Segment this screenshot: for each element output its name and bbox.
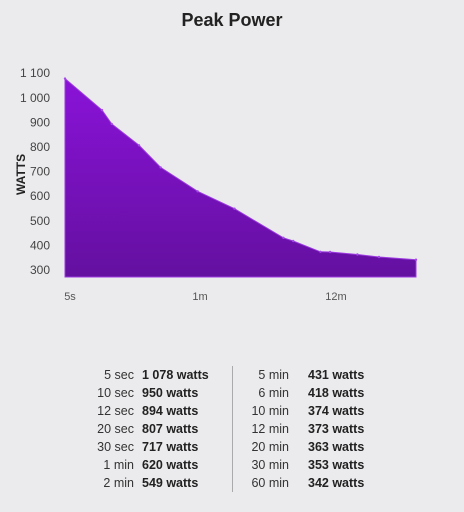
table-row: 20 min 363 watts: [245, 438, 405, 456]
power-value: 373 watts: [308, 422, 365, 436]
peak-power-table: 5 sec 1 078 watts 10 sec 950 watts 12 sec 894…: [0, 366, 464, 496]
duration-label: 2 min: [103, 476, 134, 490]
data-point: [319, 250, 322, 253]
power-value: 1 078 watts: [142, 368, 209, 382]
duration-label: 1 min: [103, 458, 134, 472]
data-point: [196, 190, 199, 193]
data-point: [159, 166, 162, 169]
table-left-column: 5 sec 1 078 watts 10 sec 950 watts 12 sec 894…: [60, 366, 220, 492]
duration-label: 12 sec: [97, 404, 134, 418]
chart-title: Peak Power: [181, 10, 283, 30]
power-value: 807 watts: [142, 422, 199, 436]
x-tick-label: 12m: [325, 291, 346, 303]
y-tick-label: 600: [30, 189, 50, 203]
table-row: 60 min 342 watts: [245, 474, 405, 492]
power-value: 418 watts: [308, 386, 365, 400]
data-point: [356, 253, 359, 256]
power-value: 353 watts: [308, 458, 365, 472]
table-row: 12 sec 894 watts: [60, 402, 220, 420]
table-row: 5 sec 1 078 watts: [60, 366, 220, 384]
table-row: 30 sec 717 watts: [60, 438, 220, 456]
power-value: 431 watts: [308, 368, 365, 382]
y-tick-label: 1 000: [20, 91, 50, 105]
power-value: 717 watts: [142, 440, 199, 454]
duration-label: 30 min: [251, 458, 289, 472]
x-tick-label: 1m: [192, 291, 207, 303]
data-point: [110, 122, 113, 126]
duration-label: 30 sec: [97, 440, 134, 454]
y-tick-label: 800: [30, 140, 50, 154]
power-value: 342 watts: [308, 476, 365, 490]
y-tick-label: 700: [30, 165, 50, 179]
table-row: 10 sec 950 watts: [60, 384, 220, 402]
data-points: [63, 77, 418, 261]
data-point: [292, 239, 295, 243]
data-point: [414, 258, 418, 261]
table-row: 12 min 373 watts: [245, 420, 405, 438]
table-row: 5 min 431 watts: [245, 366, 405, 384]
table-row: 2 min 549 watts: [60, 474, 220, 492]
table-row: 6 min 418 watts: [245, 384, 405, 402]
data-point: [377, 255, 381, 259]
y-tick-label: 900: [30, 115, 50, 129]
power-value: 950 watts: [142, 386, 199, 400]
data-point: [137, 144, 141, 147]
y-tick-label: 300: [30, 263, 50, 277]
duration-label: 5 min: [258, 368, 289, 382]
duration-label: 6 min: [258, 386, 289, 400]
duration-label: 20 sec: [97, 422, 134, 436]
y-axis-ticks: 300 400 500 600 700 800 900 1 000 1 100: [20, 66, 50, 277]
data-point: [328, 250, 332, 254]
table-row: 10 min 374 watts: [245, 402, 405, 420]
peak-power-chart: 300 400 500 600 700 800 900 1 000 1 100 5s 1m 12m: [20, 66, 418, 303]
peak-power-area: [64, 77, 417, 278]
table-row: 20 sec 807 watts: [60, 420, 220, 438]
power-value: 620 watts: [142, 458, 199, 472]
data-point: [100, 108, 104, 112]
table-row: 1 min 620 watts: [60, 456, 220, 474]
duration-label: 60 min: [251, 476, 289, 490]
x-axis-ticks: 5s 1m 12m: [64, 291, 347, 303]
power-value: 374 watts: [308, 404, 365, 418]
table-divider: [232, 366, 233, 492]
duration-label: 10 min: [251, 404, 289, 418]
table-row: 30 min 353 watts: [245, 456, 405, 474]
table-right-column: 5 min 431 watts 6 min 418 watts 10 min 374 wa…: [245, 366, 405, 492]
duration-label: 10 sec: [97, 386, 134, 400]
data-point: [233, 207, 236, 210]
power-value: 894 watts: [142, 404, 199, 418]
duration-label: 20 min: [251, 440, 289, 454]
x-tick-label: 5s: [64, 291, 76, 303]
y-tick-label: 500: [30, 214, 50, 228]
y-tick-label: 1 100: [20, 66, 50, 80]
data-point: [63, 77, 67, 80]
power-value: 363 watts: [308, 440, 365, 454]
data-point: [282, 236, 285, 239]
y-tick-label: 400: [30, 238, 50, 252]
duration-label: 5 sec: [104, 368, 134, 382]
power-value: 549 watts: [142, 476, 199, 490]
duration-label: 12 min: [251, 422, 289, 436]
